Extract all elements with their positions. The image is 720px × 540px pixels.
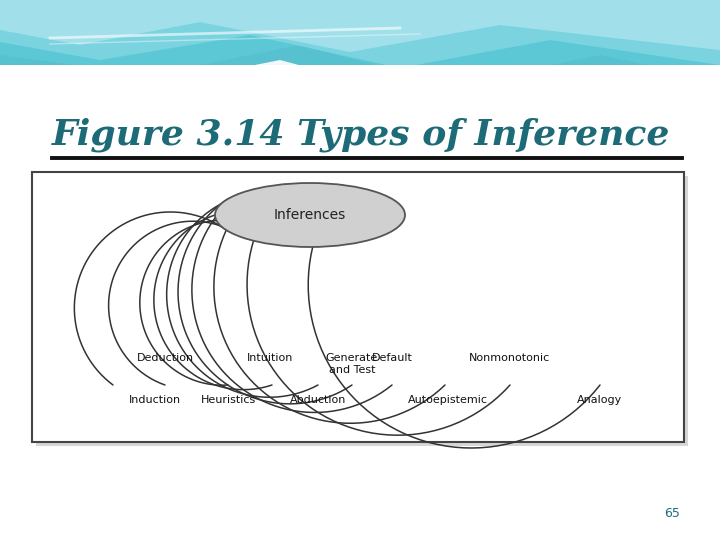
Bar: [32, 172, 684, 442]
Text: Nonmonotonic: Nonmonotonic: [469, 353, 551, 363]
Text: Inferences: Inferences: [274, 208, 346, 222]
Bar: [0, 65, 720, 185]
Polygon shape: [0, 0, 720, 85]
Text: Deduction: Deduction: [136, 353, 194, 363]
Bar: [36, 176, 688, 446]
Text: Generate
and Test: Generate and Test: [326, 353, 378, 375]
Text: Induction: Induction: [129, 395, 181, 405]
Polygon shape: [0, 0, 720, 100]
Text: Autoepistemic: Autoepistemic: [408, 395, 488, 405]
Text: 65: 65: [664, 507, 680, 520]
Polygon shape: [0, 0, 720, 52]
Text: Intuition: Intuition: [247, 353, 293, 363]
Polygon shape: [0, 0, 720, 68]
Text: Figure 3.14 Types of Inference: Figure 3.14 Types of Inference: [52, 118, 670, 152]
Ellipse shape: [215, 183, 405, 247]
Text: Abduction: Abduction: [290, 395, 346, 405]
Text: Analogy: Analogy: [577, 395, 623, 405]
Text: Default: Default: [372, 353, 413, 363]
Text: Heuristics: Heuristics: [200, 395, 256, 405]
Bar: [0, 158, 720, 540]
